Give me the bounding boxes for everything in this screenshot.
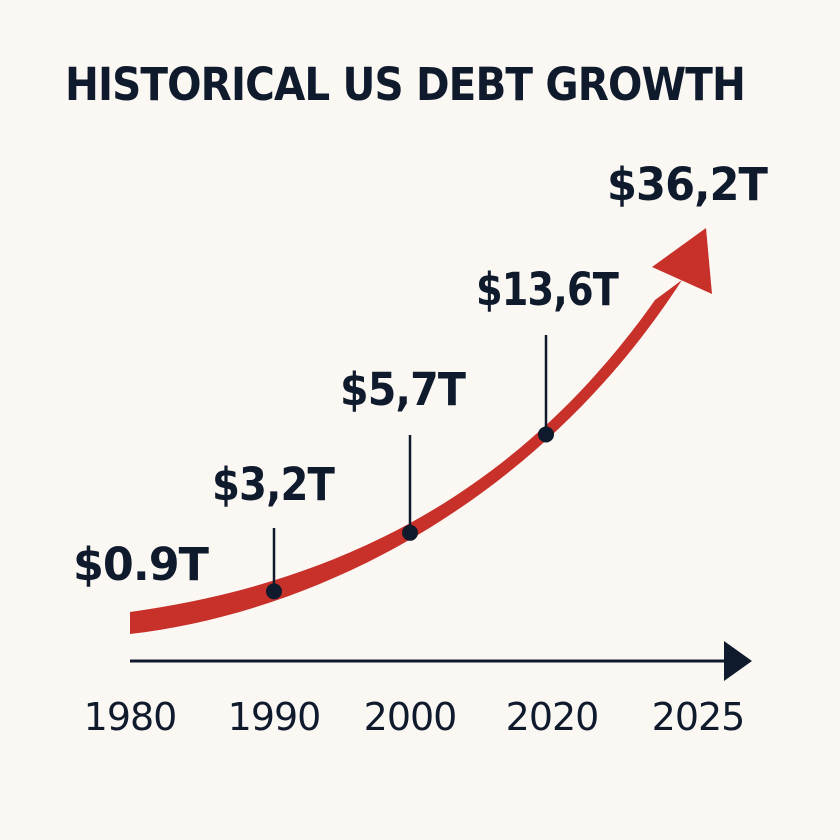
value-label-1980: $0.9T xyxy=(73,538,209,591)
leader-lines xyxy=(272,335,548,592)
value-label-2025: $36,2T xyxy=(607,158,768,211)
x-tick-label-1980: 1980 xyxy=(84,695,177,739)
trend-arrowhead xyxy=(652,228,712,294)
data-points xyxy=(266,426,554,600)
value-label-1990: $3,2T xyxy=(212,458,335,511)
data-point-2020 xyxy=(538,426,554,443)
value-labels: $0.9T$3,2T$5,7T$13,6T $36,2T xyxy=(73,158,769,591)
trend-arrow-body xyxy=(130,280,682,634)
x-axis-arrowhead xyxy=(724,641,752,681)
value-label-2000: $5,7T xyxy=(340,363,466,416)
x-tick-label-2025: 2025 xyxy=(652,695,745,739)
value-label-2020: $13,6T xyxy=(476,263,619,316)
x-tick-labels: 1980 1990 2000 2020 2025 xyxy=(84,695,746,739)
data-point-2000 xyxy=(402,524,418,541)
x-tick-label-2000: 2000 xyxy=(364,695,457,739)
chart-title: HISTORICAL US DEBT GROWTH xyxy=(65,58,745,111)
x-tick-label-1990: 1990 xyxy=(228,695,321,739)
x-tick-label-2020: 2020 xyxy=(506,695,599,739)
data-point-1990 xyxy=(266,583,282,600)
